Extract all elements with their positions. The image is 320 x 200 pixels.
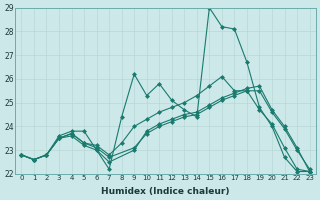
X-axis label: Humidex (Indice chaleur): Humidex (Indice chaleur): [101, 187, 230, 196]
